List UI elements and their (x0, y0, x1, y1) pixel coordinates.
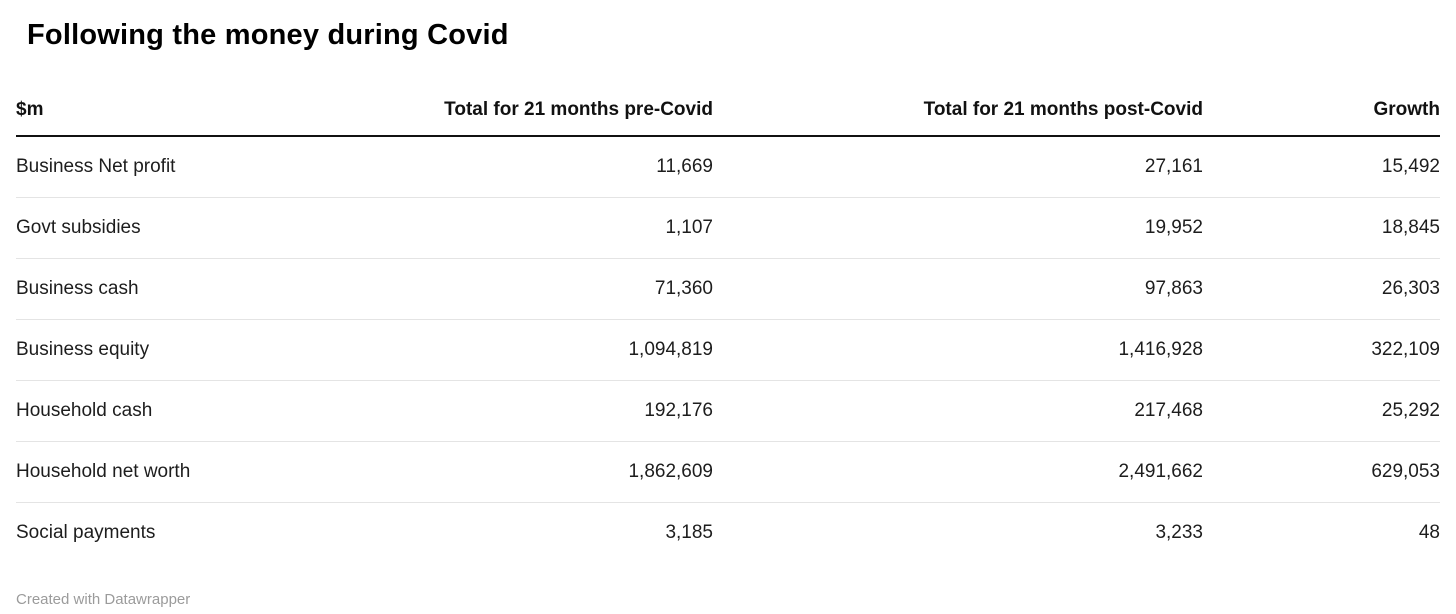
row-label: Business equity (16, 319, 416, 381)
row-label: Business Net profit (16, 136, 416, 198)
growth-value: 48 (1418, 522, 1440, 543)
growth-value: 18,845 (1203, 197, 1440, 259)
pre-covid-value: 71,360 (416, 258, 713, 320)
pre-covid-value: 3,185 (665, 522, 713, 543)
pre-covid-value: 1,094,819 (416, 319, 713, 381)
pre-covid-value: 1,862,609 (416, 441, 713, 503)
post-covid-value: 217,468 (713, 380, 1203, 442)
column-header-post-covid: Total for 21 months post-Covid (713, 52, 1203, 137)
table-row: Household net worth 1,862,609 2,491,662 … (16, 441, 1440, 503)
row-label: Household net worth (16, 441, 416, 503)
column-header-metric: $m (16, 52, 416, 137)
table-row: Household cash 192,176 217,468 25,292 (16, 380, 1440, 442)
table-row: Business equity 1,094,819 1,416,928 322,… (16, 319, 1440, 381)
post-covid-value: 3,233 (1155, 522, 1203, 543)
attribution-text: Created with Datawrapper (16, 591, 191, 608)
pre-covid-value: 192,176 (416, 380, 713, 442)
post-covid-value: 97,863 (713, 258, 1203, 320)
post-covid-value: 2,491,662 (713, 441, 1203, 503)
table-row: Govt subsidies 1,107 19,952 18,845 (16, 197, 1440, 259)
row-label: Business cash (16, 258, 416, 320)
data-table: $m Total for 21 months pre-Covid Total f… (16, 52, 1440, 563)
pre-covid-value: 11,669 (416, 136, 713, 198)
pre-covid-value: 1,107 (416, 197, 713, 259)
column-header-pre-covid: Total for 21 months pre-Covid (416, 52, 713, 137)
column-header-growth: Growth (1203, 52, 1440, 137)
header-row: $m Total for 21 months pre-Covid Total f… (16, 52, 1440, 137)
post-covid-value: 1,416,928 (713, 319, 1203, 381)
growth-value: 25,292 (1203, 380, 1440, 442)
post-covid-value: 27,161 (713, 136, 1203, 198)
row-label: Household cash (16, 380, 416, 442)
table-row: Social payments 3,185 3,233 48 (16, 503, 1440, 564)
post-covid-value: 19,952 (713, 197, 1203, 259)
table-header: $m Total for 21 months pre-Covid Total f… (16, 52, 1440, 137)
row-label: Govt subsidies (16, 197, 416, 259)
row-label: Social payments (16, 522, 156, 543)
growth-value: 26,303 (1203, 258, 1440, 320)
table-body: Business Net profit 11,669 27,161 15,492… (16, 136, 1440, 563)
table-row: Business cash 71,360 97,863 26,303 (16, 258, 1440, 320)
page-title: Following the money during Covid (27, 19, 509, 51)
growth-value: 629,053 (1203, 441, 1440, 503)
growth-value: 15,492 (1203, 136, 1440, 198)
growth-value: 322,109 (1203, 319, 1440, 381)
table-row: Business Net profit 11,669 27,161 15,492 (16, 136, 1440, 198)
